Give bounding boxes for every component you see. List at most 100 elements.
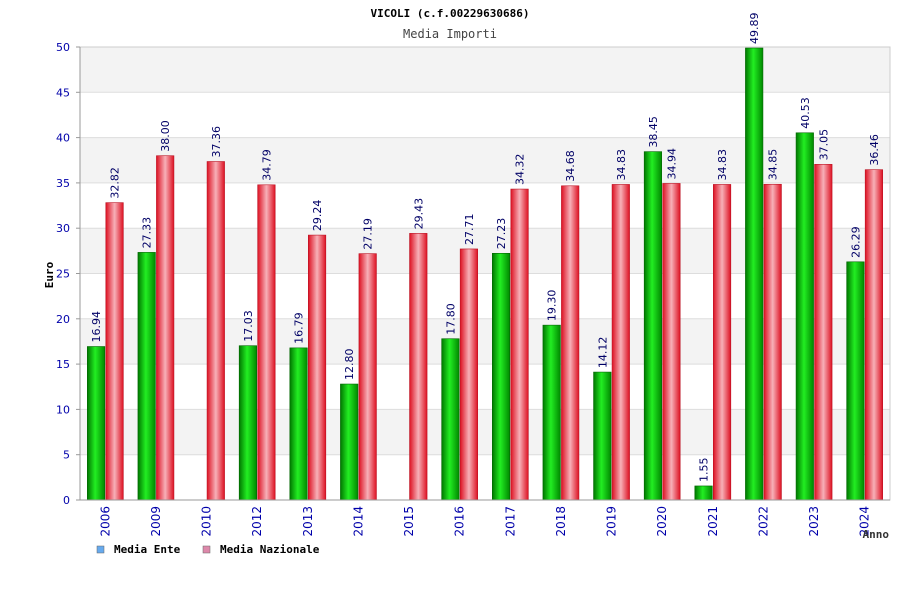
bar-media-ente	[87, 346, 106, 501]
data-label: 29.43	[412, 198, 425, 230]
data-label: 27.71	[463, 213, 476, 245]
data-label: 1.55	[698, 457, 711, 482]
x-tick-label: 2009	[149, 506, 163, 537]
bar-media-ente	[289, 347, 308, 501]
x-tick-label: 2023	[807, 506, 821, 537]
data-label: 49.89	[748, 12, 761, 44]
bar-media-nazionale	[510, 188, 529, 501]
data-label: 29.24	[311, 200, 324, 232]
x-axis-label: Anno	[863, 528, 890, 541]
bar-media-ente	[593, 371, 612, 501]
bars: 16.94 32.82 27.33 38.00 37.36 17.03 34.79 16.79…	[87, 12, 883, 501]
x-axis: 2006 2009 2010 2012 2013 2014 2015 2016 2017 2018…	[80, 499, 890, 537]
y-tick-label: 35	[56, 177, 70, 190]
y-tick-label: 20	[56, 313, 70, 326]
bar-media-ente	[745, 47, 764, 501]
y-tick-label: 15	[56, 358, 70, 371]
x-tick-label: 2016	[453, 506, 467, 537]
bar-media-ente	[846, 261, 865, 501]
data-label: 16.79	[293, 312, 306, 344]
bar-media-nazionale	[763, 183, 782, 501]
x-tick-label: 2024	[858, 506, 872, 537]
data-label: 34.79	[260, 149, 273, 181]
bar-media-nazionale	[156, 155, 175, 501]
y-tick-label: 10	[56, 403, 70, 416]
legend: Media Ente Media Nazionale	[96, 543, 320, 556]
bar-media-nazionale	[257, 184, 276, 501]
bar-media-ente	[137, 252, 156, 501]
bar-media-nazionale	[713, 184, 732, 501]
y-tick-label: 50	[56, 41, 70, 54]
x-tick-label: 2021	[706, 506, 720, 537]
y-tick-label: 5	[63, 449, 70, 462]
bar-media-nazionale	[308, 234, 327, 501]
bar-media-nazionale	[611, 184, 630, 501]
bar-media-ente	[694, 485, 713, 501]
plot-band	[80, 92, 890, 138]
bar-media-ente	[795, 132, 814, 501]
bar-media-ente	[542, 324, 561, 501]
x-tick-label: 2010	[200, 506, 214, 537]
plot-band	[80, 47, 890, 93]
bar-media-ente	[340, 383, 359, 501]
y-tick-label: 30	[56, 222, 70, 235]
bar-media-ente	[238, 345, 257, 501]
legend-swatch	[96, 545, 105, 554]
bar-media-ente	[441, 338, 460, 501]
data-label: 34.68	[564, 150, 577, 182]
bar-media-nazionale	[814, 164, 833, 501]
y-axis-label: Euro	[43, 261, 56, 288]
bar-media-nazionale	[358, 253, 377, 501]
data-label: 34.94	[665, 148, 678, 180]
x-tick-label: 2006	[98, 506, 112, 537]
x-tick-label: 2012	[250, 506, 264, 537]
legend-label: Media Ente	[114, 543, 181, 556]
data-label: 17.80	[444, 303, 457, 335]
data-label: 27.23	[495, 218, 508, 250]
chart-subtitle: Media Importi	[403, 27, 497, 41]
data-label: 38.45	[647, 116, 660, 148]
legend-swatch	[202, 545, 211, 554]
y-tick-label: 40	[56, 132, 70, 145]
legend-label: Media Nazionale	[220, 543, 320, 556]
data-label: 26.29	[849, 226, 862, 258]
bar-media-nazionale	[662, 183, 681, 501]
x-tick-label: 2015	[402, 506, 416, 537]
chart-title: VICOLI (c.f.00229630686)	[371, 7, 530, 20]
bar-media-nazionale	[459, 248, 478, 501]
data-label: 38.00	[159, 120, 172, 152]
data-label: 34.83	[716, 149, 729, 181]
bar-media-nazionale	[409, 233, 428, 501]
y-axis: 0 5 10 15 20 25 30 35 40 45 50	[56, 41, 81, 507]
data-label: 34.85	[767, 149, 780, 181]
y-tick-label: 0	[63, 494, 70, 507]
data-label: 37.05	[817, 129, 830, 161]
y-tick-label: 25	[56, 268, 70, 281]
data-label: 14.12	[596, 337, 609, 369]
bar-media-ente	[643, 151, 662, 501]
data-label: 36.46	[868, 134, 881, 166]
x-tick-label: 2020	[655, 506, 669, 537]
bar-media-nazionale	[206, 161, 225, 501]
x-tick-label: 2018	[554, 506, 568, 537]
data-label: 16.94	[90, 311, 103, 343]
data-label: 40.53	[799, 97, 812, 129]
data-label: 27.19	[362, 218, 375, 250]
x-tick-label: 2013	[301, 506, 315, 537]
data-label: 19.30	[546, 290, 559, 322]
data-label: 34.83	[615, 149, 628, 181]
data-label: 37.36	[210, 126, 223, 158]
bar-media-nazionale	[105, 202, 124, 501]
y-tick-label: 45	[56, 86, 70, 99]
data-label: 17.03	[242, 310, 255, 342]
x-tick-label: 2019	[605, 506, 619, 537]
data-label: 34.32	[514, 154, 527, 186]
data-label: 32.82	[109, 167, 122, 199]
bar-media-nazionale	[864, 169, 883, 501]
data-label: 27.33	[141, 217, 154, 249]
x-tick-label: 2022	[756, 506, 770, 537]
x-tick-label: 2014	[351, 506, 365, 537]
data-label: 12.80	[343, 349, 356, 381]
bar-media-nazionale	[561, 185, 580, 501]
